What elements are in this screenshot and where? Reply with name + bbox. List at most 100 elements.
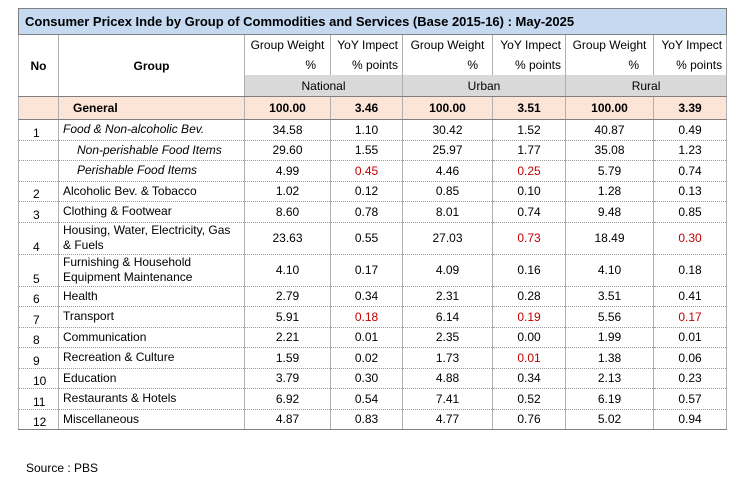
cell-urban-impact: 0.10 bbox=[492, 181, 566, 202]
general-label: General bbox=[58, 96, 245, 120]
region-rural: Rural bbox=[564, 75, 728, 97]
cell-urban-weight: 27.03 bbox=[402, 222, 493, 255]
cell-rural-weight: 5.79 bbox=[565, 160, 654, 182]
region-urban: Urban bbox=[402, 75, 566, 97]
no-header: No bbox=[18, 34, 59, 97]
cell-urban-weight: 2.31 bbox=[402, 286, 493, 307]
cell-national-impact: 0.18 bbox=[330, 306, 403, 328]
general-urban-impact: 3.51 bbox=[492, 96, 566, 120]
table-row: Non-perishable Food Items 29.60 1.55 25.97 1… bbox=[18, 140, 728, 161]
cell-national-impact: 0.83 bbox=[330, 409, 403, 430]
cell-national-weight: 34.58 bbox=[244, 119, 331, 141]
cell-national-impact: 0.12 bbox=[330, 181, 403, 202]
table-row: 4 Housing, Water, Electricity, Gas & Fuel… bbox=[18, 222, 728, 255]
cell-rural-weight: 9.48 bbox=[565, 201, 654, 223]
cell-national-impact: 1.55 bbox=[330, 140, 403, 161]
cell-national-impact: 0.17 bbox=[330, 254, 403, 287]
cell-urban-impact: 0.00 bbox=[492, 327, 566, 348]
header-row-1: No Group Group Weight YoY Impect Group W… bbox=[18, 34, 728, 97]
row-number: 5 bbox=[18, 254, 59, 287]
table-row: 7 Transport 5.91 0.18 6.14 0.19 5.56 0.17 bbox=[18, 306, 728, 328]
title-row: Consumer Pricex Inde by Group of Commodi… bbox=[17, 8, 728, 35]
cell-rural-impact: 0.85 bbox=[652, 201, 728, 223]
cell-rural-impact: 0.57 bbox=[652, 388, 728, 410]
row-group: Miscellaneous bbox=[58, 409, 245, 430]
rural-weight-unit: % bbox=[565, 55, 654, 75]
row-number: 12 bbox=[18, 409, 59, 430]
cell-rural-impact: 0.06 bbox=[652, 347, 728, 369]
row-group: Restaurants & Hotels bbox=[58, 388, 245, 410]
table-row: 5 Furnishing & Household Equipment Mainte… bbox=[18, 254, 728, 287]
cell-national-weight: 2.21 bbox=[244, 327, 331, 348]
cell-national-weight: 3.79 bbox=[244, 368, 331, 389]
table-row: 10 Education 3.79 0.30 4.88 0.34 2.13 0.23 bbox=[18, 368, 728, 389]
table-row: Perishable Food Items 4.99 0.45 4.46 0.25 5.7… bbox=[18, 160, 728, 182]
national-weight-header: Group Weight bbox=[244, 34, 331, 55]
cell-national-weight: 1.59 bbox=[244, 347, 331, 369]
general-no bbox=[18, 96, 59, 120]
row-number: 8 bbox=[18, 327, 59, 348]
cell-national-weight: 4.87 bbox=[244, 409, 331, 430]
cell-urban-impact: 0.01 bbox=[492, 347, 566, 369]
row-group: Food & Non-alcoholic Bev. bbox=[58, 119, 245, 141]
header-row-2: % % points % % points % % points bbox=[19, 55, 728, 75]
national-weight-unit: % bbox=[244, 55, 331, 75]
row-group: Housing, Water, Electricity, Gas & Fuels bbox=[58, 222, 245, 255]
cell-urban-impact: 0.25 bbox=[492, 160, 566, 182]
cell-national-impact: 0.02 bbox=[330, 347, 403, 369]
cell-rural-weight: 18.49 bbox=[565, 222, 654, 255]
row-group: Furnishing & Household Equipment Mainten… bbox=[58, 254, 245, 287]
cell-national-impact: 0.78 bbox=[330, 201, 403, 223]
urban-impact-header: YoY Impect bbox=[492, 34, 566, 55]
table-row: 2 Alcoholic Bev. & Tobacco 1.02 0.12 0.85 0.1… bbox=[18, 181, 728, 202]
cell-urban-impact: 0.74 bbox=[492, 201, 566, 223]
cell-urban-impact: 0.34 bbox=[492, 368, 566, 389]
cell-national-impact: 0.54 bbox=[330, 388, 403, 410]
table-row: 3 Clothing & Footwear 8.60 0.78 8.01 0.74 9.48… bbox=[18, 201, 728, 223]
row-number: 11 bbox=[18, 388, 59, 410]
row-number bbox=[18, 160, 59, 182]
cell-rural-impact: 0.74 bbox=[652, 160, 728, 182]
cell-urban-weight: 4.09 bbox=[402, 254, 493, 287]
table-row: 9 Recreation & Culture 1.59 0.02 1.73 0.01 1.3… bbox=[18, 347, 728, 369]
row-number: 1 bbox=[18, 119, 59, 141]
national-impact-unit: % points bbox=[330, 55, 403, 75]
cell-urban-weight: 6.14 bbox=[402, 306, 493, 328]
cell-rural-weight: 6.19 bbox=[565, 388, 654, 410]
group-header: Group bbox=[58, 34, 245, 97]
cell-urban-weight: 30.42 bbox=[402, 119, 493, 141]
cell-rural-weight: 5.56 bbox=[565, 306, 654, 328]
cell-urban-impact: 0.73 bbox=[492, 222, 566, 255]
cell-national-weight: 8.60 bbox=[244, 201, 331, 223]
row-group: Transport bbox=[58, 306, 245, 328]
urban-impact-unit: % points bbox=[492, 55, 566, 75]
cell-national-impact: 0.55 bbox=[330, 222, 403, 255]
table-title: Consumer Pricex Inde by Group of Commodi… bbox=[17, 8, 728, 35]
cell-rural-impact: 1.23 bbox=[652, 140, 728, 161]
cell-national-weight: 1.02 bbox=[244, 181, 331, 202]
cell-rural-weight: 1.38 bbox=[565, 347, 654, 369]
row-group: Perishable Food Items bbox=[58, 160, 245, 182]
table-row: 8 Communication 2.21 0.01 2.35 0.00 1.99 0.01 bbox=[18, 327, 728, 348]
cell-rural-impact: 0.17 bbox=[652, 306, 728, 328]
cell-national-impact: 0.45 bbox=[330, 160, 403, 182]
general-urban-weight: 100.00 bbox=[402, 96, 493, 120]
cell-national-weight: 5.91 bbox=[244, 306, 331, 328]
cell-urban-impact: 0.52 bbox=[492, 388, 566, 410]
cell-national-impact: 0.34 bbox=[330, 286, 403, 307]
general-rural-weight: 100.00 bbox=[565, 96, 654, 120]
source-note: Source : PBS bbox=[26, 461, 99, 475]
region-national: National bbox=[244, 75, 403, 97]
table-row: 12 Miscellaneous 4.87 0.83 4.77 0.76 5.02 0.94 bbox=[18, 409, 728, 430]
table-row: 6 Health 2.79 0.34 2.31 0.28 3.51 0.41 bbox=[18, 286, 728, 307]
cell-urban-weight: 0.85 bbox=[402, 181, 493, 202]
cell-national-impact: 0.01 bbox=[330, 327, 403, 348]
cell-national-weight: 2.79 bbox=[244, 286, 331, 307]
cell-national-weight: 23.63 bbox=[244, 222, 331, 255]
cell-rural-weight: 3.51 bbox=[565, 286, 654, 307]
cell-urban-impact: 1.77 bbox=[492, 140, 566, 161]
cell-urban-weight: 2.35 bbox=[402, 327, 493, 348]
cell-national-weight: 6.92 bbox=[244, 388, 331, 410]
cell-urban-impact: 0.19 bbox=[492, 306, 566, 328]
cell-rural-weight: 1.28 bbox=[565, 181, 654, 202]
